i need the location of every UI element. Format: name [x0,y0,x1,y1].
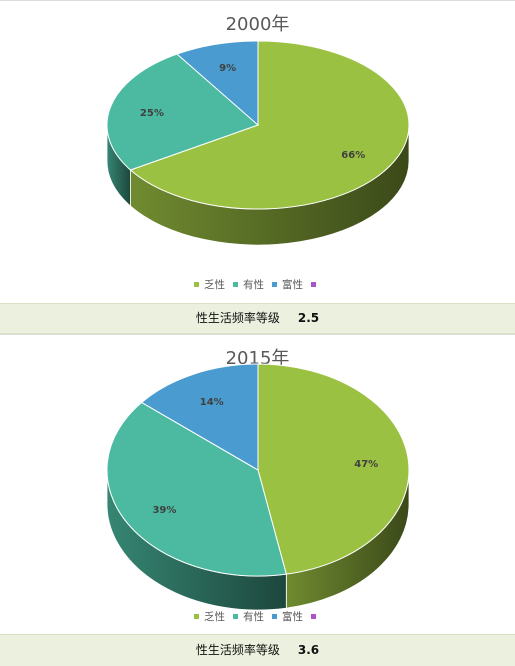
legend-swatch [194,613,199,619]
legend-item: 乏性 [194,609,225,624]
chart-title: 2000年 [225,14,290,35]
legend-item [311,611,321,623]
chart-panel-2000: 2000年 66% 25% 9% 乏性 有性 富性 [0,0,515,304]
legend-swatch [194,281,199,287]
legend-item: 富性 [272,609,303,624]
data-label: 9% [219,63,236,74]
pie-slice [129,40,410,210]
pie-slice [106,401,287,577]
frequency-level-value: 2.5 [297,311,320,325]
data-label: 47% [354,459,378,470]
legend-label: 富性 [282,279,303,291]
chart-legend: 乏性 有性 富性 [0,277,515,292]
legend-label: 乏性 [204,611,225,623]
legend-swatch [233,613,238,619]
legend-item [311,279,321,291]
frequency-level-bar: 性生活频率等级 3.6 [0,634,515,666]
legend-swatch [272,281,277,287]
pie-slice [140,363,259,471]
chart-legend: 乏性 有性 富性 [0,609,515,624]
chart-title: 2015年 [225,348,290,369]
legend-item: 富性 [272,277,303,292]
pie-slice [176,40,259,127]
pie-slice [257,363,410,575]
data-label: 14% [200,397,224,408]
legend-label: 有性 [243,611,264,623]
frequency-level-bar: 性生活频率等级 2.5 [0,303,515,334]
pie-chart: 47% 39% 14% [106,363,410,611]
legend-item: 有性 [233,277,264,292]
legend-swatch [311,613,316,619]
pie-chart: 66% 25% 9% [106,40,410,246]
legend-label: 富性 [282,611,303,623]
legend-label: 有性 [243,279,264,291]
legend-label: 乏性 [204,279,225,291]
frequency-level-label: 性生活频率等级 [195,311,280,325]
legend-swatch [233,281,238,287]
legend-item: 有性 [233,609,264,624]
data-label: 66% [341,150,365,161]
pie-slice [106,53,259,171]
data-label: 25% [140,108,164,119]
chart-panel-2015: 2015年 47% 39% 14% 乏性 有性 富性 [0,334,515,635]
legend-swatch [272,613,277,619]
frequency-level-value: 3.6 [297,643,320,657]
data-label: 39% [152,505,176,516]
frequency-level-label: 性生活频率等级 [195,643,280,657]
legend-swatch [311,281,316,287]
legend-item: 乏性 [194,277,225,292]
